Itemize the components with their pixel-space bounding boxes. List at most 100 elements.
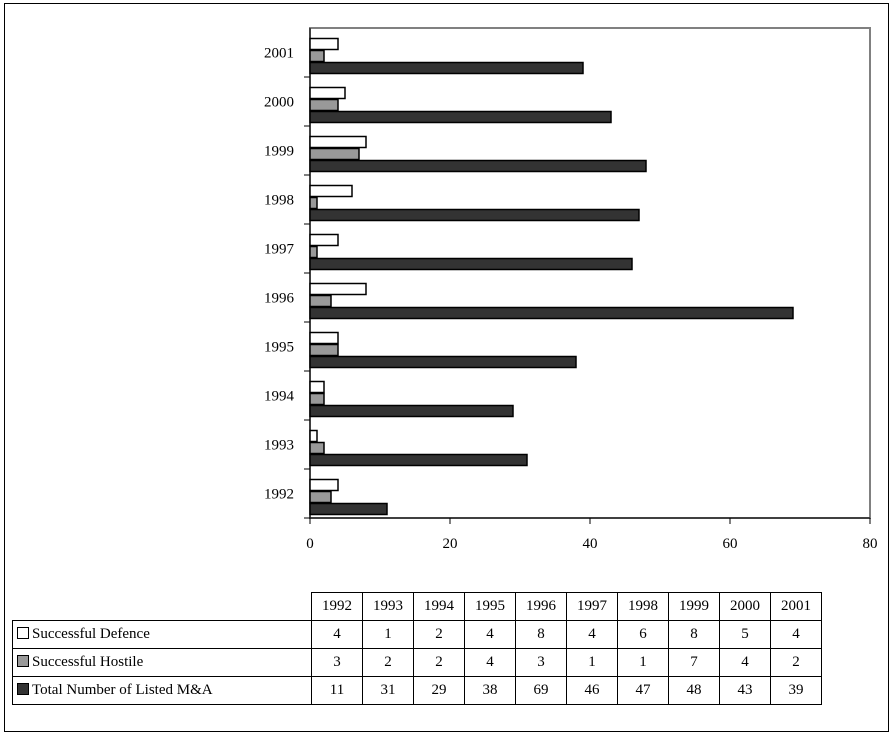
legend-swatch-successful-defence (17, 627, 29, 639)
table-corner (13, 593, 312, 621)
table-header-1995: 1995 (464, 592, 516, 621)
bar-successful-hostile-1994 (309, 392, 325, 406)
table-cell-total-number-of-listed-m-a-1998: 47 (617, 676, 669, 705)
bar-successful-hostile-1995 (309, 343, 339, 357)
bar-total-number-of-listed-m-a-1998 (309, 208, 640, 222)
table-header-1997: 1997 (566, 592, 618, 621)
bar-successful-hostile-1997 (309, 245, 318, 259)
bar-successful-hostile-2000 (309, 98, 339, 112)
x-tick-label-0: 0 (306, 536, 314, 552)
table-cell-total-number-of-listed-m-a-1995: 38 (464, 676, 516, 705)
y-tick-label-1998: 1998 (264, 193, 294, 209)
table-row-successful-hostile: Successful Hostile 3 2 2 4 3 1 1 7 4 2 (12, 648, 822, 677)
chart-frame (4, 3, 889, 732)
y-tick-label-2000: 2000 (264, 95, 294, 111)
table-cell-successful-defence-2001: 4 (770, 620, 822, 649)
table-header-1996: 1996 (515, 592, 567, 621)
table-cell-successful-defence-1993: 1 (362, 620, 414, 649)
legend-entry-successful-hostile: Successful Hostile (12, 648, 312, 677)
bar-total-number-of-listed-m-a-1997 (309, 257, 633, 271)
table-cell-successful-defence-2000: 5 (719, 620, 771, 649)
x-tick-label-60: 60 (723, 536, 738, 552)
table-cell-successful-hostile-1999: 7 (668, 648, 720, 677)
y-tick-label-2001: 2001 (264, 46, 294, 62)
bar-successful-defence-1992 (309, 478, 339, 492)
table-cell-successful-defence-1994: 2 (413, 620, 465, 649)
x-tick-label-80: 80 (863, 536, 878, 552)
table-row-total-number-of-listed-m-a: Total Number of Listed M&A 11 31 29 38 69 46 47… (12, 676, 822, 705)
table-cell-successful-defence-1997: 4 (566, 620, 618, 649)
table-cell-successful-hostile-1994: 2 (413, 648, 465, 677)
bar-successful-hostile-1992 (309, 490, 332, 504)
bar-successful-defence-1999 (309, 135, 367, 149)
table-cell-total-number-of-listed-m-a-1999: 48 (668, 676, 720, 705)
bar-total-number-of-listed-m-a-2001 (309, 61, 584, 75)
table-cell-successful-defence-1998: 6 (617, 620, 669, 649)
legend-entry-total-number-of-listed-m-a: Total Number of Listed M&A (12, 676, 312, 705)
table-header-2001: 2001 (770, 592, 822, 621)
legend-label: Successful Hostile (32, 654, 144, 670)
table-cell-total-number-of-listed-m-a-1994: 29 (413, 676, 465, 705)
bar-total-number-of-listed-m-a-1995 (309, 355, 577, 369)
y-tick-label-1996: 1996 (264, 291, 295, 307)
bar-total-number-of-listed-m-a-1996 (309, 306, 794, 320)
bar-chart: 1992 1993 1994 1995 1996 1997 1998 1999 2000 2001… (264, 27, 878, 552)
table-row-successful-defence: Successful Defence 4 1 2 4 8 4 6 8 5 4 (12, 620, 822, 649)
table-cell-total-number-of-listed-m-a-1996: 69 (515, 676, 567, 705)
bar-successful-defence-1997 (309, 233, 339, 247)
table-cell-successful-hostile-2001: 2 (770, 648, 822, 677)
bar-total-number-of-listed-m-a-1993 (309, 453, 528, 467)
y-tick-label-1993: 1993 (264, 438, 294, 454)
table-cell-total-number-of-listed-m-a-1997: 46 (566, 676, 618, 705)
table-header-1994: 1994 (413, 592, 465, 621)
legend-entry-successful-defence: Successful Defence (12, 620, 312, 649)
bar-total-number-of-listed-m-a-1994 (309, 404, 514, 418)
bar-successful-hostile-1998 (309, 196, 318, 210)
bar-successful-defence-2001 (309, 37, 339, 51)
bar-total-number-of-listed-m-a-2000 (309, 110, 612, 124)
table-cell-successful-defence-1996: 8 (515, 620, 567, 649)
table-cell-successful-hostile-1993: 2 (362, 648, 414, 677)
bar-successful-hostile-2001 (309, 49, 325, 63)
bar-successful-hostile-1996 (309, 294, 332, 308)
table-header-1992: 1992 (311, 592, 363, 621)
axes-group: 1992 1993 1994 1995 1996 1997 1998 1999 2000 2001… (264, 28, 878, 552)
bar-total-number-of-listed-m-a-1999 (309, 159, 647, 173)
bar-successful-hostile-1993 (309, 441, 325, 455)
table-cell-successful-hostile-2000: 4 (719, 648, 771, 677)
x-tick-label-40: 40 (583, 536, 598, 552)
table-header-2000: 2000 (719, 592, 771, 621)
table-cell-successful-defence-1999: 8 (668, 620, 720, 649)
legend-swatch-total-number-of-listed-m-a (17, 683, 29, 695)
y-tick-label-1992: 1992 (264, 487, 294, 503)
table-cell-successful-defence-1995: 4 (464, 620, 516, 649)
bar-successful-hostile-1999 (309, 147, 360, 161)
table-cell-successful-defence-1992: 4 (311, 620, 363, 649)
table-header-row: 1992 1993 1994 1995 1996 1997 1998 1999 2000 2001 (13, 592, 822, 621)
bar-total-number-of-listed-m-a-1992 (309, 502, 388, 516)
legend-label: Successful Defence (32, 626, 150, 642)
table-header-1999: 1999 (668, 592, 720, 621)
table-cell-total-number-of-listed-m-a-2001: 39 (770, 676, 822, 705)
bar-successful-defence-1995 (309, 331, 339, 345)
y-tick-label-1997: 1997 (264, 242, 295, 258)
table-cell-successful-hostile-1995: 4 (464, 648, 516, 677)
data-table: 1992 1993 1994 1995 1996 1997 1998 1999 2000 2001… (12, 592, 822, 705)
table-cell-successful-hostile-1996: 3 (515, 648, 567, 677)
table-cell-total-number-of-listed-m-a-1992: 11 (311, 676, 363, 705)
y-tick-label-1994: 1994 (264, 389, 295, 405)
table-header-1998: 1998 (617, 592, 669, 621)
legend-label: Total Number of Listed M&A (32, 682, 213, 698)
table-header-1993: 1993 (362, 592, 414, 621)
bar-successful-defence-1993 (309, 429, 318, 443)
bar-successful-defence-1994 (309, 380, 325, 394)
table-cell-successful-hostile-1997: 1 (566, 648, 618, 677)
bars-group (309, 37, 794, 516)
bar-successful-defence-2000 (309, 86, 346, 100)
bar-successful-defence-1996 (309, 282, 367, 296)
x-tick-label-20: 20 (443, 536, 458, 552)
plot-area (309, 27, 871, 519)
bar-successful-defence-1998 (309, 184, 353, 198)
table-cell-total-number-of-listed-m-a-1993: 31 (362, 676, 414, 705)
y-tick-label-1999: 1999 (264, 144, 294, 160)
